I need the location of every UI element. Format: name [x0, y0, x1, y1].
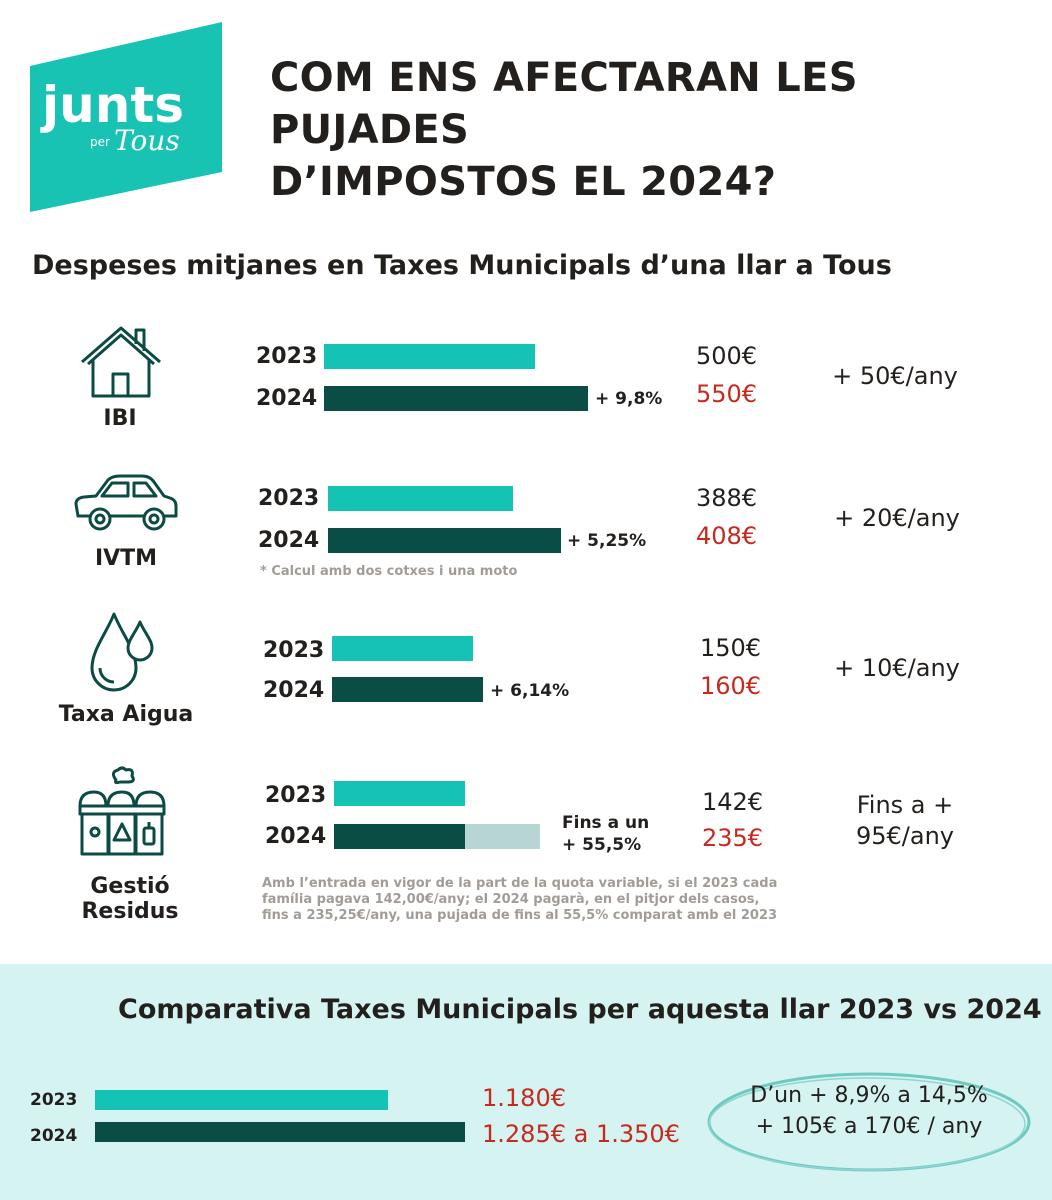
logo-town-text: Tous [114, 124, 180, 157]
increase-line1: Fins a + [856, 791, 954, 819]
increase-taxa-aigua: + 10€/any [834, 654, 960, 682]
pct-taxa-aigua: + 6,14% [490, 681, 570, 701]
value-taxa-aigua-2023: 150€ [700, 634, 762, 662]
bar-ivtm-2023 [328, 486, 513, 511]
year-label-2024: 2024 [256, 386, 318, 411]
bar-gestio-residus-2024-range [465, 824, 540, 849]
bar-ibi-2024 [324, 386, 588, 411]
bar-taxa-aigua-2024 [332, 677, 483, 702]
house-icon [81, 326, 161, 398]
summary-text: D’un + 8,9% a 14,5% + 105€ a 170€ / any [704, 1080, 1034, 1142]
value-ivtm-2023: 388€ [696, 484, 758, 512]
value-gestio-residus-2023: 142€ [702, 788, 764, 816]
comparison-section: Comparativa Taxes Municipals per aquesta… [0, 964, 1052, 1200]
comparison-value-2023: 1.180€ [482, 1084, 566, 1112]
row-label-ivtm: IVTM [94, 546, 158, 571]
junts-per-tous-logo: junts per Tous [30, 22, 222, 212]
increase-ibi: + 50€/any [832, 362, 958, 390]
bar-gestio-residus-2023 [334, 781, 465, 806]
page-title-line2: D’IMPOSTOS EL 2024? [270, 159, 777, 205]
increase-ivtm: + 20€/any [834, 504, 960, 532]
value-ivtm-2024: 408€ [696, 522, 758, 550]
value-ibi-2024: 550€ [696, 380, 758, 408]
section-subtitle: Despeses mitjanes en Taxes Municipals d’… [32, 250, 892, 281]
comparison-title: Comparativa Taxes Municipals per aquesta… [118, 994, 1042, 1025]
pct-ivtm: + 5,25% [567, 531, 647, 551]
row-label-taxa-aigua: Taxa Aigua [58, 702, 194, 727]
year-label-2024: 2024 [265, 824, 327, 849]
water-drops-icon [90, 612, 154, 692]
row-label-ibi: IBI [103, 406, 137, 431]
summary-oval [707, 1072, 1031, 1172]
year-label-2023: 2023 [263, 638, 325, 663]
comparison-bar-2023 [95, 1090, 388, 1110]
year-label-2023: 2023 [256, 344, 318, 369]
summary-line1: D’un + 8,9% a 14,5% [750, 1083, 988, 1108]
comparison-value-2024: 1.285€ a 1.350€ [482, 1120, 680, 1148]
logo-per-text: per [90, 135, 110, 149]
car-icon [74, 474, 178, 531]
year-label-2023: 2023 [265, 783, 327, 808]
pct-line1: Fins a un [562, 813, 650, 833]
note-ivtm: * Calcul amb dos cotxes i una moto [260, 564, 518, 579]
comparison-year-2024: 2024 [30, 1126, 78, 1146]
year-label-2024: 2024 [258, 528, 320, 553]
pct-line2: + 55,5% [562, 835, 642, 855]
page-title-line1: COM ENS AFECTARAN LES PUJADES [270, 55, 858, 153]
note-gestio-residus: Amb l’entrada en vigor de la part de la … [262, 876, 778, 923]
row-label-gestio-residus: Gestió Residus [81, 874, 179, 924]
bar-gestio-residus-2024 [334, 824, 465, 849]
logo-main-text: junts [40, 76, 184, 134]
value-ibi-2023: 500€ [696, 342, 758, 370]
value-gestio-residus-2024: 235€ [702, 824, 764, 852]
comparison-year-2023: 2023 [30, 1090, 78, 1110]
pct-gestio-residus: Fins a un + 55,5% [562, 812, 649, 856]
bar-taxa-aigua-2023 [332, 636, 473, 661]
recycling-bins-icon [78, 766, 166, 856]
value-taxa-aigua-2024: 160€ [700, 672, 762, 700]
pct-ibi: + 9,8% [595, 389, 663, 409]
comparison-bar-2024 [95, 1122, 465, 1142]
summary-line2: + 105€ a 170€ / any [755, 1114, 983, 1139]
year-label-2023: 2023 [258, 486, 320, 511]
increase-gestio-residus: Fins a + 95€/any [820, 790, 990, 852]
year-label-2024: 2024 [263, 678, 325, 703]
increase-line2: 95€/any [855, 822, 954, 850]
bar-ibi-2023 [324, 344, 535, 369]
page-title: COM ENS AFECTARAN LES PUJADES D’IMPOSTOS… [270, 52, 1030, 208]
bar-ivtm-2024 [328, 528, 561, 553]
